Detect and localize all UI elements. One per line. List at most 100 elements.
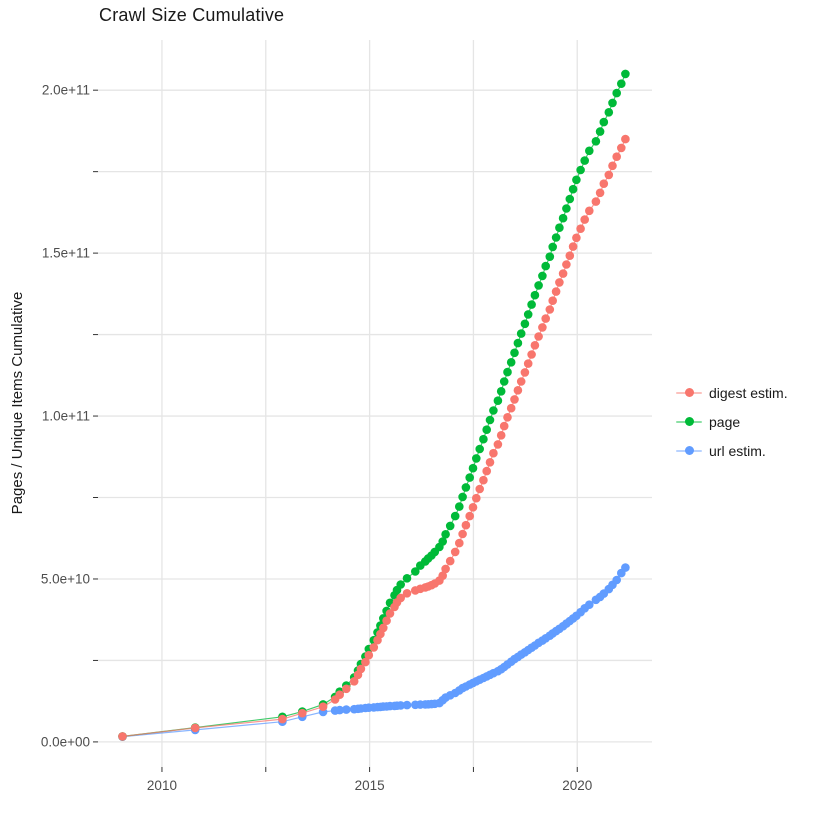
y-tick-label: 5.0e+10 [41, 571, 90, 586]
data-point [576, 165, 585, 175]
data-point [585, 206, 594, 216]
y-tick-label: 2.0e+11 [42, 83, 90, 98]
data-point [461, 520, 471, 530]
data-point [455, 538, 464, 548]
data-point [621, 69, 630, 79]
data-point [506, 403, 516, 413]
data-point [510, 348, 519, 358]
data-point [479, 434, 488, 444]
data-point [479, 475, 488, 485]
data-point [411, 567, 420, 576]
data-point [538, 271, 547, 281]
data-point [458, 529, 467, 539]
data-point [385, 609, 395, 618]
series-digest-estim- [118, 134, 630, 741]
data-point [585, 600, 594, 609]
legend-dot-icon [684, 388, 694, 397]
legend-item-digest: digest estim. [676, 378, 788, 407]
data-point [190, 723, 200, 733]
data-point [441, 530, 450, 539]
data-point [472, 454, 481, 463]
data-point [545, 252, 555, 261]
data-point [485, 458, 495, 467]
data-point [335, 705, 345, 715]
data-point [493, 396, 503, 406]
data-point [565, 194, 575, 204]
legend-label-digest: digest estim. [709, 384, 788, 401]
data-point [551, 233, 561, 242]
legend-label-page: page [709, 413, 741, 430]
legend-key-page [676, 415, 702, 429]
data-point [608, 161, 617, 171]
data-point [475, 444, 485, 454]
data-point [499, 421, 509, 431]
data-point [499, 377, 509, 386]
data-point [565, 251, 575, 260]
data-point [617, 79, 626, 88]
data-point [580, 156, 589, 165]
data-point [489, 406, 498, 415]
chart-title: Crawl Size Cumulative [99, 5, 285, 25]
data-point [523, 310, 533, 319]
data-point [318, 702, 328, 711]
data-point [278, 714, 287, 724]
data-point [612, 152, 621, 161]
x-tick-label: 2015 [355, 778, 385, 793]
data-point [530, 290, 540, 300]
data-point [612, 575, 621, 585]
data-point [438, 571, 448, 580]
data-point [612, 88, 621, 98]
data-point [572, 175, 581, 185]
data-point [604, 170, 614, 180]
data-point [541, 261, 550, 271]
data-point [599, 117, 609, 127]
data-point [534, 281, 543, 290]
data-point [485, 415, 495, 425]
data-point [496, 431, 506, 440]
legend-dot-icon [684, 417, 694, 426]
data-point [475, 484, 485, 494]
data-point [545, 305, 555, 314]
data-point [496, 387, 506, 396]
data-point [608, 98, 617, 108]
data-point [364, 650, 374, 660]
data-point [558, 269, 568, 278]
data-point [503, 413, 512, 422]
legend-item-url: url estim. [676, 436, 788, 465]
data-point [568, 242, 578, 251]
data-point [621, 563, 630, 572]
data-point [513, 338, 523, 348]
data-point [468, 503, 478, 512]
data-point [349, 677, 359, 686]
series-layer [118, 69, 630, 741]
data-point [520, 319, 530, 329]
data-point [465, 473, 475, 482]
data-point [548, 242, 557, 252]
data-point [617, 143, 626, 153]
data-point [595, 127, 605, 136]
data-point [382, 616, 391, 625]
data-point [513, 386, 523, 395]
data-point [342, 684, 351, 694]
data-point [510, 395, 519, 404]
x-tick-label: 2020 [562, 778, 592, 793]
data-point [562, 260, 571, 269]
legend-dot-icon [684, 446, 694, 455]
data-point [591, 197, 601, 206]
data-point [450, 511, 460, 521]
data-point [482, 466, 492, 476]
data-point [551, 287, 561, 296]
data-point [548, 296, 557, 306]
y-tick-label: 1.5e+11 [42, 246, 90, 261]
data-point [534, 332, 543, 341]
data-point [342, 705, 351, 714]
legend: digest estim. page url estim. [676, 378, 788, 465]
data-point [493, 440, 503, 449]
data-point [445, 556, 455, 566]
data-point [482, 425, 492, 435]
data-point [335, 690, 345, 699]
data-point [396, 593, 406, 603]
legend-label-url: url estim. [709, 442, 766, 459]
data-point [527, 350, 536, 359]
